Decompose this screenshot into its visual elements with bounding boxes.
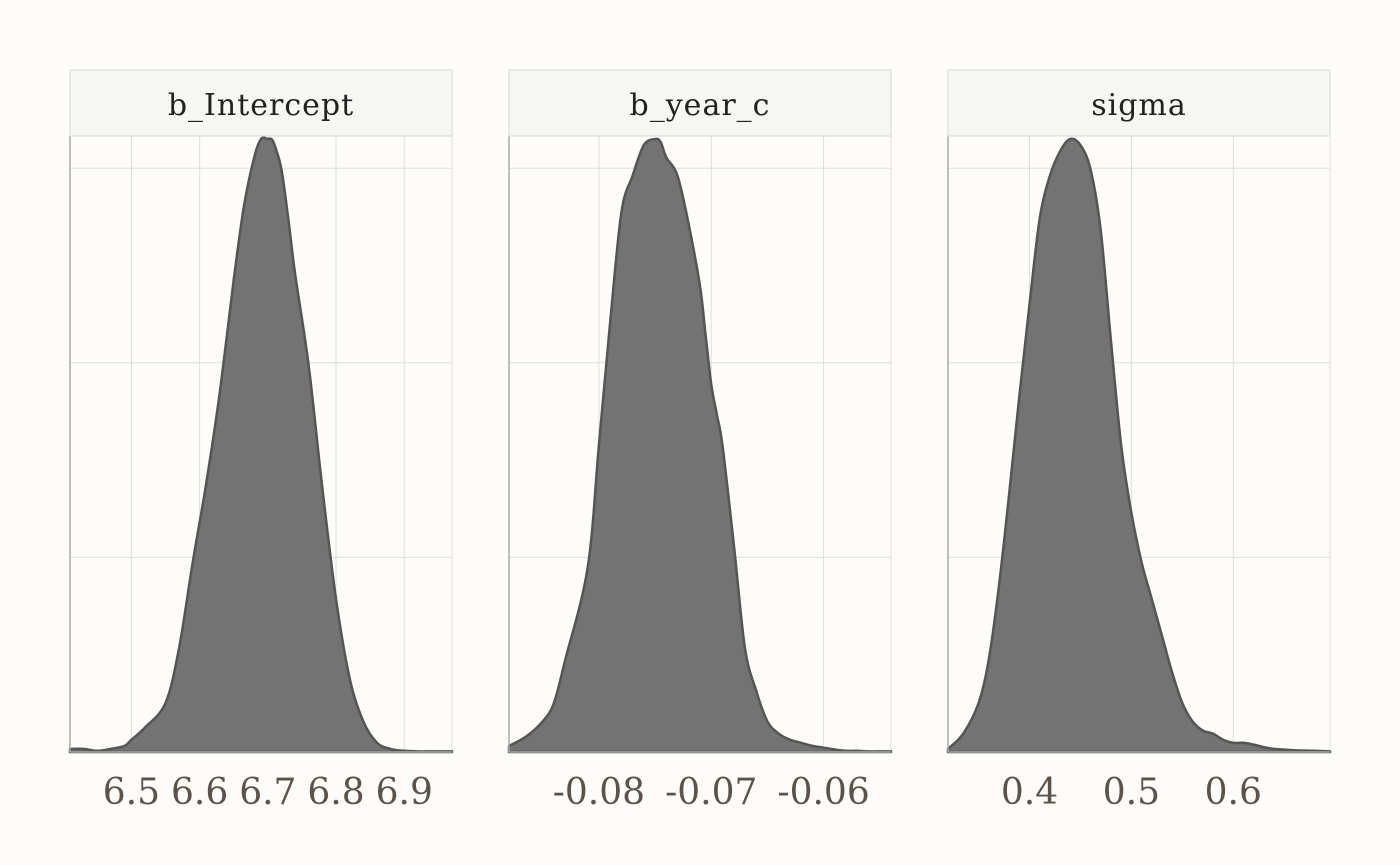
x-tick-label: -0.07 [665,772,757,813]
facet-title: b_Intercept [168,88,354,123]
x-tick-label: 6.9 [376,772,433,813]
facet-strip [947,69,1331,137]
facet-strip [69,69,453,137]
facet-panel-0: b_Intercept 6.5 6.6 6.7 6.8 6.9 [68,69,454,813]
density-area [507,137,893,754]
density-area [68,136,454,754]
x-tick-label: 6.8 [307,772,364,813]
x-tick-label: 6.7 [239,772,296,813]
x-tick-label: 0.5 [1103,772,1160,813]
x-tick-label: 6.6 [171,772,228,813]
facet-panel-2: sigma 0.4 0.5 0.6 [946,69,1332,813]
x-tick-label: -0.08 [553,772,645,813]
facet-panel-1: b_year_c -0.08 -0.07 -0.06 [507,69,893,813]
x-tick-label: 0.4 [1001,772,1058,813]
facet-title: b_year_c [630,88,771,123]
facet-strip [508,69,892,137]
x-tick-label: 6.5 [103,772,160,813]
facet-title: sigma [1091,88,1187,123]
x-tick-label: 0.6 [1205,772,1262,813]
density-area [946,137,1332,754]
x-tick-label: -0.06 [777,772,869,813]
